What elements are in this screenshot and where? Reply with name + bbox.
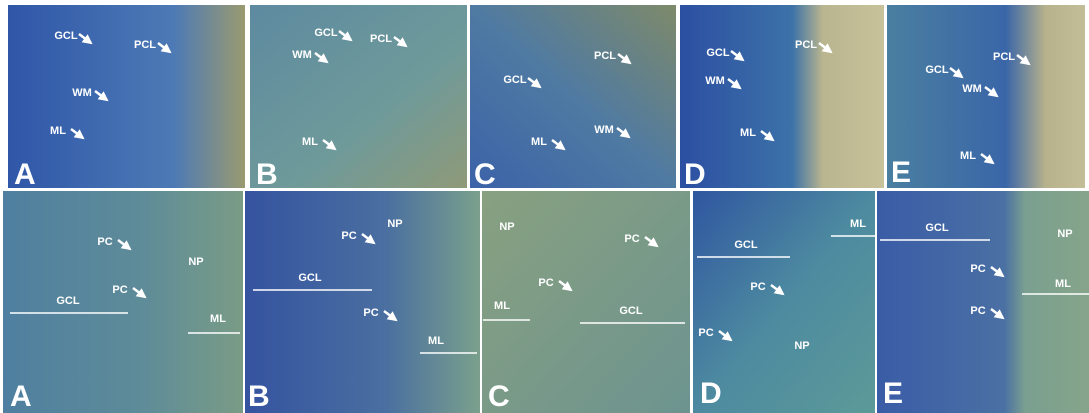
annotation-label: NP [499, 221, 514, 233]
annotation-label: GCL [619, 305, 643, 317]
annotation-label: PC [970, 263, 985, 275]
annotation-label: WM [594, 124, 614, 136]
annotation-label: ML [428, 335, 444, 347]
annotation-label: PCL [993, 51, 1015, 63]
panel-letter: B [248, 380, 270, 413]
annotation-label: PC [698, 327, 713, 339]
annotation-label: NP [188, 256, 203, 268]
annotation-label: ML [494, 300, 510, 312]
panel-letter: E [891, 156, 911, 189]
panel-letter: E [883, 377, 903, 410]
annotation-label: ML [740, 127, 756, 139]
annotation-label: PC [363, 307, 378, 319]
micrograph [470, 5, 676, 188]
annotation-label: GCL [503, 74, 527, 86]
annotation-label: ML [850, 218, 866, 230]
annotation-label: WM [72, 87, 92, 99]
annotation-label: PC [112, 284, 127, 296]
micrograph [887, 5, 1085, 188]
panel-letter: C [474, 158, 496, 191]
annotation-label: NP [794, 340, 809, 352]
annotation-label: ML [302, 136, 318, 148]
annotation-label: ML [531, 136, 547, 148]
micrograph [8, 5, 245, 188]
annotation-label: ML [1055, 278, 1071, 290]
micrograph [877, 191, 1089, 413]
micrograph [3, 191, 243, 413]
annotation-label: ML [50, 125, 66, 137]
annotation-label: PC [970, 305, 985, 317]
annotation-label: PCL [134, 39, 156, 51]
panel-letter: A [10, 380, 32, 413]
annotation-label: GCL [925, 64, 949, 76]
panel-letter: B [256, 158, 278, 191]
annotation-label: GCL [734, 239, 758, 251]
annotation-label: PC [624, 233, 639, 245]
panel-letter: A [14, 158, 36, 191]
micrograph [245, 191, 480, 413]
annotation-label: PC [750, 281, 765, 293]
annotation-label: WM [705, 75, 725, 87]
annotation-label: PCL [795, 39, 817, 51]
annotation-label: GCL [925, 222, 949, 234]
annotation-label: ML [210, 313, 226, 325]
annotation-label: PC [97, 236, 112, 248]
annotation-label: GCL [56, 295, 80, 307]
annotation-label: NP [1057, 228, 1072, 240]
figure: AGCLPCLWMMLBGCLWMPCLMLCGCLPCLMLWMDGCLWMP… [0, 0, 1089, 413]
annotation-label: PC [341, 230, 356, 242]
annotation-label: WM [962, 83, 982, 95]
annotation-label: PCL [370, 33, 392, 45]
annotation-label: GCL [298, 272, 322, 284]
annotation-label: GCL [706, 47, 730, 59]
panel-letter: C [488, 380, 510, 413]
panel-letter: D [684, 158, 706, 191]
annotation-label: PC [538, 277, 553, 289]
panel-letter: D [700, 377, 722, 410]
annotation-label: NP [387, 218, 402, 230]
micrograph [250, 5, 467, 188]
annotation-label: PCL [594, 50, 616, 62]
annotation-label: GCL [54, 30, 78, 42]
annotation-label: WM [292, 49, 312, 61]
micrograph [680, 5, 884, 188]
annotation-label: GCL [314, 27, 338, 39]
annotation-label: ML [960, 150, 976, 162]
